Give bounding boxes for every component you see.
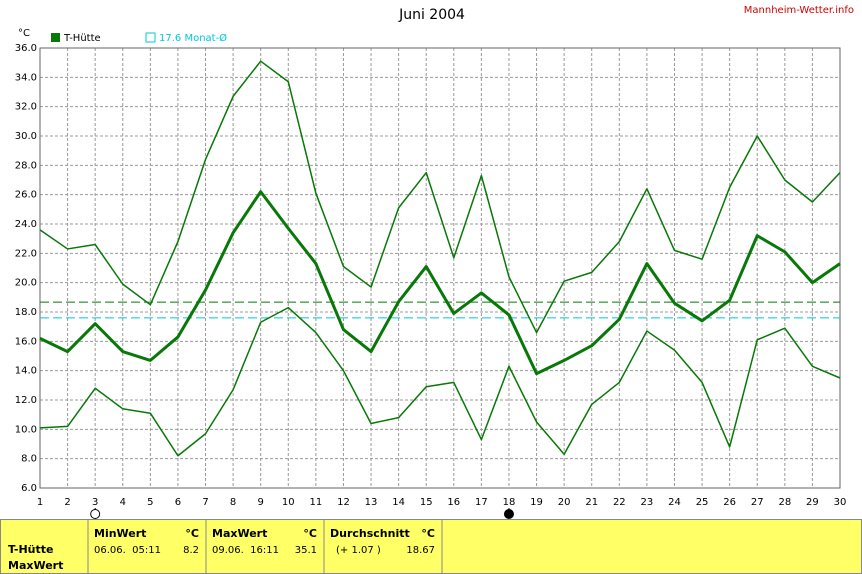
y-tick-label: 30.0: [15, 131, 37, 142]
x-tick-label: 16: [447, 497, 460, 508]
x-tick-label: 3: [92, 497, 98, 508]
series-line: [39, 306, 841, 457]
cell-value: 35.1: [295, 545, 317, 556]
x-tick-label: 17: [475, 497, 488, 508]
x-tick-label: 24: [668, 497, 681, 508]
moon-marker: [90, 509, 101, 519]
column-unit: °C: [421, 527, 435, 540]
row-label: MaxWert: [8, 559, 63, 572]
y-tick-label: 8.0: [21, 454, 37, 465]
y-tick-label: 18.0: [15, 307, 37, 318]
legend-label: T-Hütte: [63, 33, 101, 44]
stats-panel: [0, 519, 862, 574]
x-tick-label: 15: [420, 497, 433, 508]
column-header: MinWert: [94, 527, 146, 540]
x-tick-label: 11: [309, 497, 322, 508]
moon-marker: [503, 509, 514, 519]
y-tick-label: 24.0: [15, 219, 37, 230]
y-tick-label: 20.0: [15, 278, 37, 289]
x-tick-label: 7: [202, 497, 208, 508]
x-tick-label: 10: [282, 497, 295, 508]
x-tick-label: 18: [503, 497, 516, 508]
x-tick-label: 20: [558, 497, 571, 508]
series-line: [39, 190, 841, 376]
x-tick-label: 22: [613, 497, 626, 508]
x-tick-label: 26: [723, 497, 736, 508]
y-tick-label: 32.0: [15, 102, 37, 113]
x-tick-label: 29: [806, 497, 819, 508]
x-tick-label: 5: [147, 497, 153, 508]
cell-value: 18.67: [406, 545, 435, 556]
x-tick-label: 9: [258, 497, 264, 508]
y-tick-label: 36.0: [15, 43, 37, 54]
x-tick-label: 30: [834, 497, 847, 508]
x-tick-label: 1: [37, 497, 43, 508]
x-tick-label: 23: [641, 497, 654, 508]
column-header: Durchschnitt: [330, 527, 410, 540]
x-tick-label: 13: [365, 497, 378, 508]
column-unit: °C: [185, 527, 199, 540]
source[interactable]: Mannheim-Wetter.info: [744, 5, 854, 16]
y-tick-label: 12.0: [15, 395, 37, 406]
cell-when: 06.06. 05:11: [94, 545, 161, 556]
y-tick-label: 28.0: [15, 160, 37, 171]
row-label: T-Hütte: [8, 543, 53, 556]
x-tick-label: 6: [175, 497, 181, 508]
cell-when: (+ 1.07 ): [336, 545, 381, 556]
x-tick-label: 8: [230, 497, 236, 508]
cell-value: 8.2: [183, 545, 199, 556]
plot-frame: [39, 47, 841, 489]
x-tick-label: 21: [585, 497, 598, 508]
x-tick-label: 25: [696, 497, 709, 508]
x-tick-label: 28: [778, 497, 791, 508]
column-unit: °C: [303, 527, 317, 540]
legend-swatch: [145, 32, 156, 43]
y-tick-label: 10.0: [15, 424, 37, 435]
x-tick-label: 2: [64, 497, 70, 508]
legend-label: 17.6 Monat-Ø: [159, 32, 227, 44]
y-tick-label: 22.0: [15, 248, 37, 259]
y-tick-label: 26.0: [15, 190, 37, 201]
x-tick-label: 27: [751, 497, 764, 508]
x-tick-label: 19: [530, 497, 543, 508]
cell-when: 09.06. 16:11: [212, 545, 279, 556]
column-header: MaxWert: [212, 527, 267, 540]
y-tick-label: 14.0: [15, 366, 37, 377]
y-tick-label: 16.0: [15, 336, 37, 347]
x-tick-label: 14: [392, 497, 405, 508]
y-tick-label: 34.0: [15, 72, 37, 83]
x-tick-label: 12: [337, 497, 350, 508]
background: [0, 0, 862, 519]
x-tick-label: 4: [120, 497, 126, 508]
series-line: [39, 60, 841, 334]
y-unit: °C: [18, 28, 30, 39]
legend-swatch: [51, 33, 60, 42]
y-tick-label: 6.0: [21, 483, 37, 494]
chart-title: Juni 2004: [398, 7, 465, 23]
